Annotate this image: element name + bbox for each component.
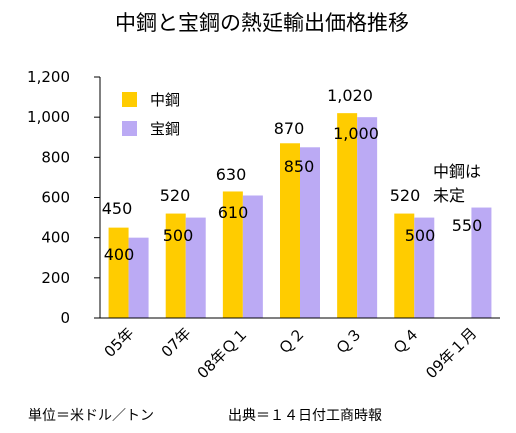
bar	[222, 191, 243, 318]
chart-title: 中鋼と宝鋼の熱延輸出価格推移	[115, 11, 409, 35]
bar	[242, 195, 263, 318]
data-label: 500	[163, 226, 194, 245]
annotation-line-2: 未定	[433, 186, 465, 205]
x-tick-label: Ｑ２	[275, 324, 309, 358]
legend: 中鋼 宝鋼	[122, 91, 180, 138]
bar	[280, 143, 300, 318]
data-label: 850	[284, 157, 315, 176]
y-axis: 0 200 400 600 800 1,000 1,200	[27, 68, 101, 327]
data-labels: 450 520 630 870 1,020 520 400 500 610 850 1,000 500…	[102, 86, 483, 264]
bar	[185, 217, 206, 318]
bar	[394, 213, 415, 318]
legend-label-chuko: 中鋼	[150, 91, 180, 109]
footer-source: 出典＝１４日付工商時報	[228, 408, 382, 424]
bar	[337, 113, 358, 319]
bars	[108, 113, 492, 319]
bar	[108, 227, 129, 318]
footer-unit: 単位＝米ドル／トン	[28, 408, 154, 424]
bar	[471, 207, 492, 318]
bar	[165, 213, 186, 318]
data-label: 630	[216, 165, 247, 184]
y-tick-label: 1,000	[27, 108, 70, 126]
data-label: 500	[405, 226, 436, 245]
x-tick-label: 08年Ｑ１	[194, 324, 252, 382]
x-tick-label: Ｑ４	[389, 324, 423, 358]
legend-label-hoko: 宝鋼	[150, 120, 180, 138]
y-tick-label: 200	[41, 269, 70, 287]
data-label: 450	[102, 199, 133, 218]
annotation-line-1: 中鋼は	[433, 162, 481, 181]
y-tick-label: 0	[60, 309, 70, 327]
y-tick-label: 400	[41, 229, 70, 247]
data-label: 400	[104, 245, 135, 264]
legend-swatch-hoko	[122, 121, 137, 136]
legend-swatch-chuko	[122, 92, 137, 107]
x-tick-label: 09年１月	[422, 324, 480, 382]
x-tick-label: 07年	[158, 324, 195, 361]
data-label: 610	[218, 203, 249, 222]
data-label: 550	[452, 216, 483, 235]
data-label: 870	[274, 119, 305, 138]
data-label: 520	[390, 186, 421, 205]
bar	[414, 217, 435, 318]
x-tick-label: Ｑ３	[332, 324, 366, 358]
data-label: 520	[160, 186, 191, 205]
data-label: 1,020	[327, 86, 373, 105]
annotation: 中鋼は 未定	[433, 162, 481, 205]
x-tick-label: 05年	[101, 324, 138, 361]
data-label: 1,000	[333, 124, 379, 143]
y-tick-label: 800	[41, 148, 70, 166]
bar	[357, 117, 378, 319]
x-axis: 05年 07年 08年Ｑ１ Ｑ２ Ｑ３ Ｑ４ 09年１月	[100, 317, 500, 382]
bar	[128, 237, 149, 318]
bar	[300, 147, 320, 318]
y-tick-label: 1,200	[27, 68, 70, 86]
y-tick-label: 600	[41, 189, 70, 207]
